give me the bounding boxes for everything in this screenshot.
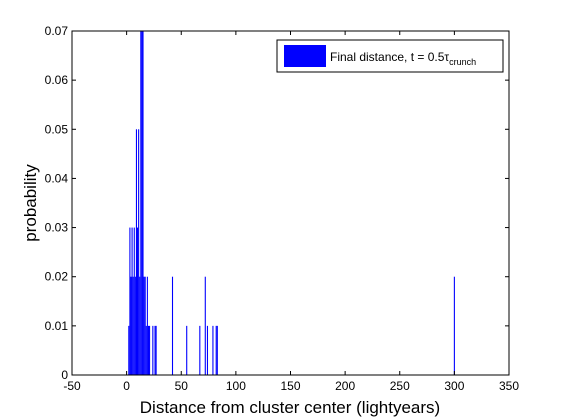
legend-swatch <box>284 45 326 67</box>
histogram-bar <box>171 276 174 375</box>
x-tick-label: 250 <box>390 379 410 393</box>
histogram-bar <box>206 325 209 375</box>
histogram-bar <box>135 129 137 375</box>
histogram-bar <box>154 325 156 375</box>
histogram-bar <box>133 227 135 375</box>
y-axis-ticks: 0 0.01 0.02 0.03 0.04 0.05 0.06 0.07 <box>45 24 509 382</box>
histogram-bar <box>199 325 201 375</box>
histogram-bar <box>131 227 133 375</box>
legend-entry-subscript: crunch <box>449 57 476 67</box>
y-tick-label: 0.05 <box>45 122 69 136</box>
x-axis-label: Distance from cluster center (lightyears… <box>140 398 440 417</box>
x-axis-ticks: -50 0 50 100 150 200 250 300 350 <box>63 31 519 393</box>
x-tick-label: 350 <box>499 379 519 393</box>
histogram-bar <box>155 325 157 375</box>
histogram-bar <box>215 325 217 375</box>
histogram-bar <box>132 276 134 375</box>
y-tick-label: 0.07 <box>45 24 69 38</box>
y-tick-label: 0.02 <box>45 270 69 284</box>
y-axis-label: probability <box>21 164 40 242</box>
histogram-bar <box>130 276 132 375</box>
histogram-bar <box>140 31 142 375</box>
histogram-bar <box>139 276 141 375</box>
y-tick-label: 0.04 <box>45 171 69 185</box>
legend-entry-main: Final distance, t = 0.5τ <box>330 50 449 64</box>
y-tick-label: 0.03 <box>45 221 69 235</box>
histogram-bar <box>186 325 188 375</box>
legend-entry: Final distance, t = 0.5τcrunch <box>330 50 476 67</box>
x-tick-label: 300 <box>444 379 464 393</box>
x-tick-label: -50 <box>63 379 81 393</box>
histogram-bar <box>141 31 143 375</box>
histogram-bar <box>145 325 147 375</box>
y-tick-label: 0.01 <box>45 319 69 333</box>
bars-group <box>128 31 455 375</box>
histogram-bar <box>204 276 206 375</box>
x-tick-label: 100 <box>226 379 246 393</box>
x-tick-label: 150 <box>280 379 300 393</box>
y-tick-label: 0 <box>61 368 68 382</box>
histogram-bar <box>147 325 150 375</box>
histogram-bar <box>129 227 131 375</box>
histogram-bar <box>134 276 136 375</box>
histogram-bar <box>146 276 148 375</box>
histogram-bar <box>142 31 144 375</box>
x-tick-label: 200 <box>335 379 355 393</box>
histogram-bar <box>143 276 145 375</box>
histogram-bar <box>152 325 154 375</box>
histogram-bar <box>212 325 214 375</box>
histogram-bar <box>216 325 218 375</box>
y-tick-label: 0.06 <box>45 73 69 87</box>
histogram-bar <box>138 129 140 375</box>
legend: Final distance, t = 0.5τcrunch <box>276 39 504 73</box>
x-tick-label: 50 <box>175 379 189 393</box>
histogram-bar <box>453 276 455 375</box>
histogram-bar <box>144 276 146 375</box>
histogram-bar <box>137 227 139 375</box>
x-tick-label: 0 <box>123 379 130 393</box>
histogram-bar <box>149 325 151 375</box>
histogram-bar <box>128 325 130 375</box>
